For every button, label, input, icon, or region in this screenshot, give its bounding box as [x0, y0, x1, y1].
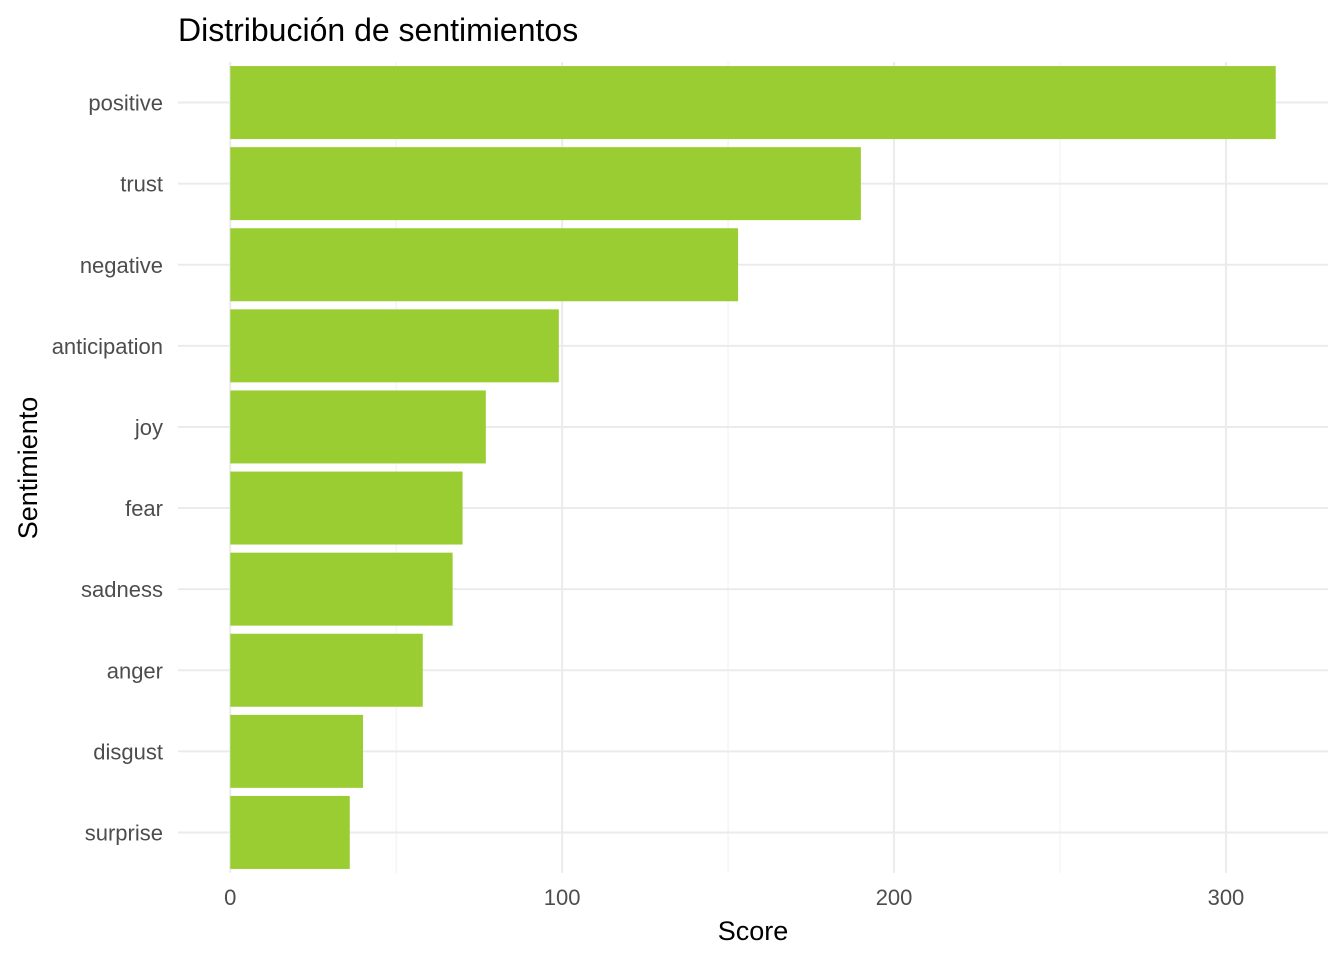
y-tick-label: joy — [134, 415, 163, 440]
bar-disgust — [230, 714, 364, 788]
chart-title: Distribución de sentimientos — [178, 12, 578, 48]
bar-negative — [230, 228, 739, 302]
y-axis-title: Sentimiento — [13, 397, 43, 540]
y-tick-label: disgust — [93, 739, 163, 764]
bar-anger — [230, 633, 423, 707]
y-tick-label: sadness — [81, 577, 163, 602]
y-tick-label: anger — [107, 658, 163, 683]
x-tick-label: 200 — [876, 885, 913, 910]
bar-trust — [230, 147, 861, 221]
bar-positive — [230, 66, 1276, 140]
y-tick-label: anticipation — [52, 334, 163, 359]
bar-anticipation — [230, 309, 559, 383]
y-tick-label: surprise — [85, 820, 163, 845]
x-axis-tick-labels: 0 100 200 300 — [224, 885, 1244, 910]
x-tick-label: 300 — [1208, 885, 1245, 910]
bars-group — [230, 66, 1276, 869]
bar-surprise — [230, 795, 350, 869]
x-tick-label: 100 — [544, 885, 581, 910]
y-tick-label: fear — [125, 496, 163, 521]
y-tick-label: trust — [120, 172, 163, 197]
x-axis-title: Score — [718, 916, 789, 946]
bar-fear — [230, 471, 463, 545]
y-axis-tick-labels: positive trust negative anticipation joy fear… — [52, 91, 163, 846]
bar-sadness — [230, 552, 453, 626]
bar-joy — [230, 390, 486, 464]
x-tick-label: 0 — [224, 885, 236, 910]
y-tick-label: positive — [88, 91, 163, 116]
y-tick-label: negative — [80, 253, 163, 278]
